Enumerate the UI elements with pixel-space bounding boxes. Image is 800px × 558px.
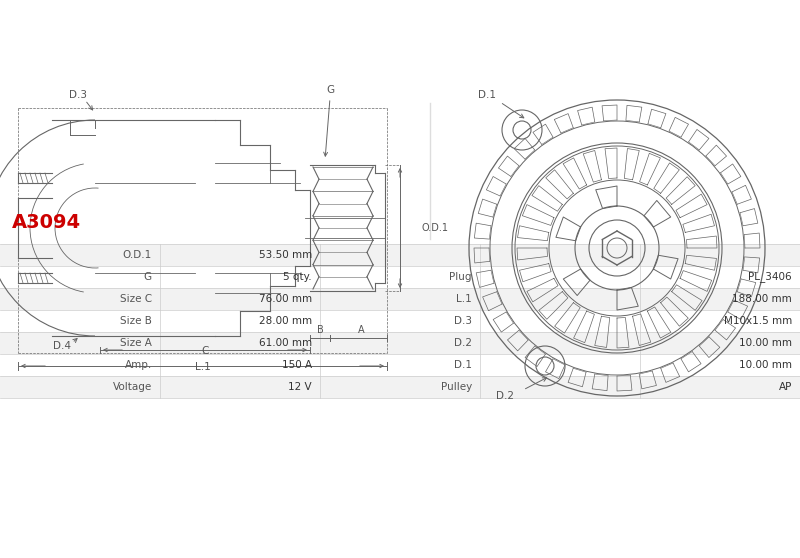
Bar [0, 266, 800, 288]
Text: L.1: L.1 [194, 362, 210, 372]
Bar [0, 310, 800, 332]
Bar [0, 376, 800, 398]
Text: D.2: D.2 [496, 391, 514, 401]
Text: A3094: A3094 [12, 213, 81, 232]
Text: 188.00 mm: 188.00 mm [732, 294, 792, 304]
Text: 10.00 mm: 10.00 mm [739, 338, 792, 348]
Text: M10x1.5 mm: M10x1.5 mm [724, 316, 792, 326]
Text: 5 qty.: 5 qty. [283, 272, 312, 282]
Text: AP: AP [778, 382, 792, 392]
Text: 53.50 mm: 53.50 mm [258, 250, 312, 260]
Bar [0, 244, 800, 266]
Text: 150 A: 150 A [282, 360, 312, 370]
Text: 76.00 mm: 76.00 mm [259, 294, 312, 304]
Text: D.3: D.3 [454, 316, 472, 326]
Text: O.D.1: O.D.1 [422, 223, 449, 233]
Text: D.2: D.2 [454, 338, 472, 348]
Bar [0, 332, 800, 354]
Text: Amp.: Amp. [125, 360, 152, 370]
Text: Size B: Size B [120, 316, 152, 326]
Text: 12 V: 12 V [288, 382, 312, 392]
Text: D.3: D.3 [69, 90, 87, 100]
Text: L.1: L.1 [456, 294, 472, 304]
Text: C: C [202, 345, 209, 355]
Text: D.1: D.1 [454, 360, 472, 370]
Text: 28.00 mm: 28.00 mm [259, 316, 312, 326]
Text: PL_3406: PL_3406 [748, 272, 792, 282]
Text: D.4: D.4 [53, 341, 71, 351]
Text: A: A [358, 325, 365, 335]
Text: B: B [317, 325, 323, 335]
Text: G: G [144, 272, 152, 282]
Bar [0, 354, 800, 376]
Text: Pulley: Pulley [441, 382, 472, 392]
Text: O.D.1: O.D.1 [122, 250, 152, 260]
Text: Size A: Size A [120, 338, 152, 348]
Text: 61.00 mm: 61.00 mm [259, 338, 312, 348]
Text: Size C: Size C [120, 294, 152, 304]
Bar [0, 288, 800, 310]
Text: D.1: D.1 [478, 90, 496, 100]
Text: Voltage: Voltage [113, 382, 152, 392]
Text: 10.00 mm: 10.00 mm [739, 360, 792, 370]
Text: G: G [326, 85, 334, 95]
Text: Plug: Plug [450, 272, 472, 282]
